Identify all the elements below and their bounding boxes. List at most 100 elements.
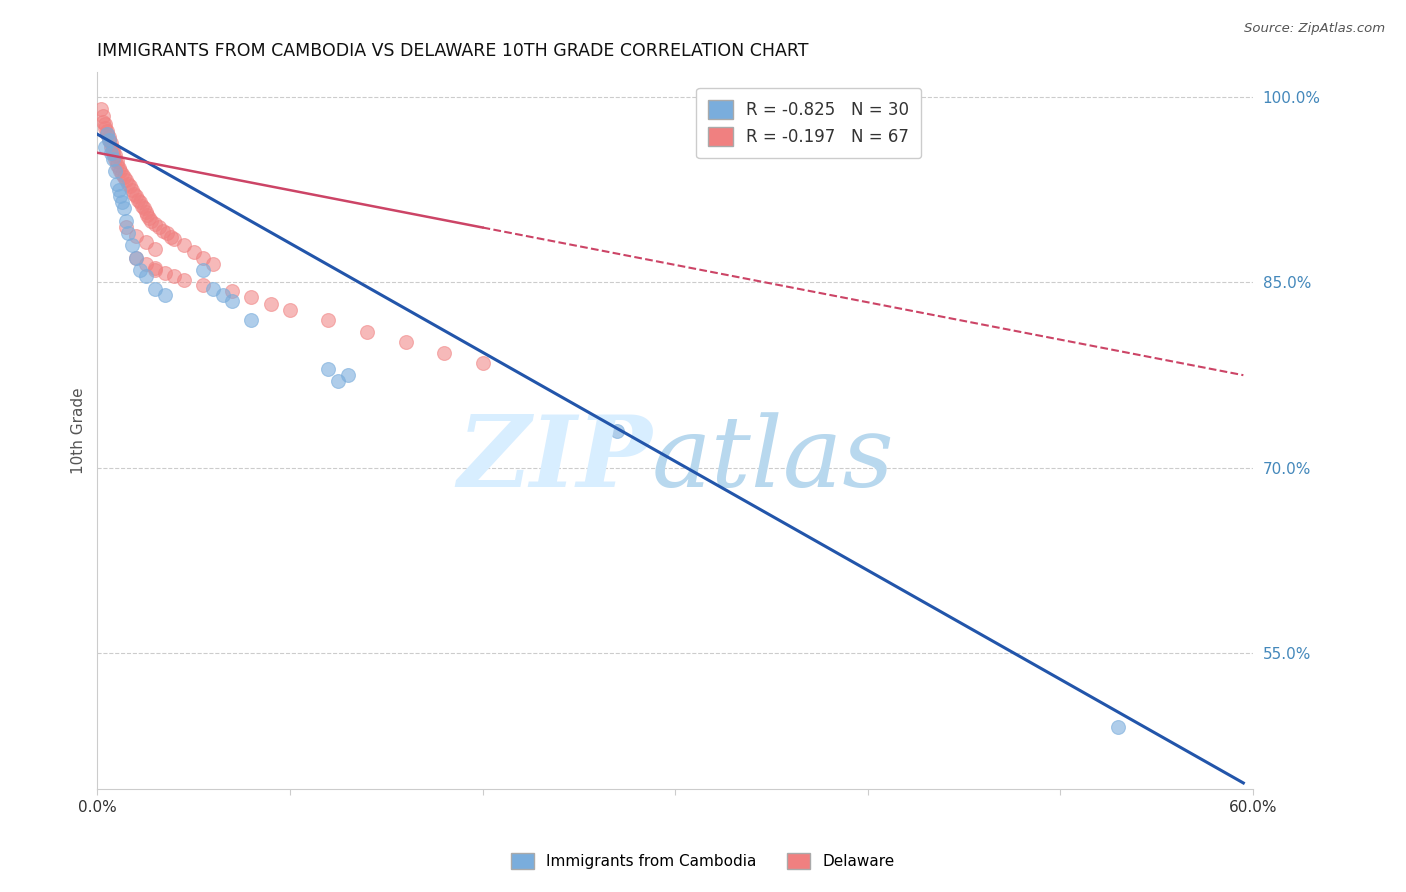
Point xyxy=(134,257,156,271)
Point xyxy=(117,177,139,191)
Point xyxy=(240,290,263,304)
Point xyxy=(606,424,628,438)
Point xyxy=(148,219,170,234)
Point xyxy=(101,152,124,166)
Point xyxy=(221,293,243,308)
Legend: Immigrants from Cambodia, Delaware: Immigrants from Cambodia, Delaware xyxy=(505,847,901,875)
Point xyxy=(134,205,156,219)
Point xyxy=(173,273,195,287)
Point xyxy=(626,436,648,450)
Point xyxy=(193,263,215,277)
Point xyxy=(112,202,135,216)
Point xyxy=(136,208,159,222)
Point xyxy=(96,127,118,141)
Point xyxy=(97,133,120,147)
Point xyxy=(143,263,166,277)
Text: Source: ZipAtlas.com: Source: ZipAtlas.com xyxy=(1244,22,1385,36)
Point xyxy=(143,218,166,232)
Point xyxy=(122,186,145,201)
Point xyxy=(105,177,128,191)
Point xyxy=(96,123,118,137)
Point xyxy=(97,129,120,144)
Point xyxy=(143,282,166,296)
Point xyxy=(90,103,112,117)
Point xyxy=(201,257,224,271)
Point xyxy=(193,251,215,265)
Y-axis label: 10th Grade: 10th Grade xyxy=(72,387,86,474)
Point xyxy=(125,228,148,243)
Point xyxy=(100,136,122,150)
Point xyxy=(111,167,134,181)
Point xyxy=(138,211,160,226)
Point xyxy=(125,251,148,265)
Point xyxy=(94,117,117,131)
Point xyxy=(326,375,349,389)
Point xyxy=(433,346,456,360)
Point xyxy=(107,183,129,197)
Point xyxy=(91,109,114,123)
Point xyxy=(104,164,127,178)
Point xyxy=(318,362,340,376)
Point xyxy=(105,154,128,169)
Point xyxy=(153,288,176,302)
Point xyxy=(152,224,174,238)
Point xyxy=(117,226,139,240)
Point xyxy=(96,127,118,141)
Point xyxy=(101,145,124,160)
Point xyxy=(159,229,181,244)
Point xyxy=(201,282,224,296)
Point xyxy=(211,288,233,302)
Point xyxy=(100,139,122,153)
Point xyxy=(394,334,416,349)
Point xyxy=(125,189,148,203)
Point xyxy=(183,244,205,259)
Point xyxy=(101,142,124,156)
Point xyxy=(115,213,138,227)
Point xyxy=(221,284,243,298)
Point xyxy=(143,242,166,256)
Point xyxy=(153,266,176,280)
Point xyxy=(163,269,186,284)
Point xyxy=(91,115,114,129)
Point xyxy=(120,179,142,194)
Text: IMMIGRANTS FROM CAMBODIA VS DELAWARE 10TH GRADE CORRELATION CHART: IMMIGRANTS FROM CAMBODIA VS DELAWARE 10T… xyxy=(97,42,808,60)
Point xyxy=(193,277,215,292)
Point xyxy=(121,183,143,197)
Point xyxy=(110,189,132,203)
Point xyxy=(104,148,127,162)
Point xyxy=(132,202,155,216)
Point xyxy=(94,139,117,153)
Point xyxy=(115,173,138,187)
Point xyxy=(105,158,128,172)
Point xyxy=(173,238,195,252)
Point xyxy=(121,238,143,252)
Point xyxy=(94,121,117,136)
Point xyxy=(260,296,283,310)
Point xyxy=(134,235,156,249)
Point xyxy=(131,199,153,213)
Point xyxy=(115,219,138,234)
Point xyxy=(471,356,494,370)
Point xyxy=(104,152,127,166)
Point xyxy=(163,232,186,246)
Point xyxy=(240,312,263,326)
Point xyxy=(156,226,179,240)
Point xyxy=(107,161,129,175)
Point xyxy=(111,195,134,210)
Point xyxy=(128,263,150,277)
Point xyxy=(278,302,301,317)
Point xyxy=(134,269,156,284)
Text: ZIP: ZIP xyxy=(457,411,652,508)
Point xyxy=(318,312,340,326)
Point xyxy=(125,251,148,265)
Point xyxy=(336,368,359,383)
Point xyxy=(110,164,132,178)
Point xyxy=(356,325,378,339)
Point xyxy=(127,193,149,207)
Point xyxy=(141,213,163,227)
Point xyxy=(143,260,166,275)
Point xyxy=(100,145,122,160)
Point xyxy=(128,195,150,210)
Text: atlas: atlas xyxy=(652,412,894,508)
Point xyxy=(97,133,120,147)
